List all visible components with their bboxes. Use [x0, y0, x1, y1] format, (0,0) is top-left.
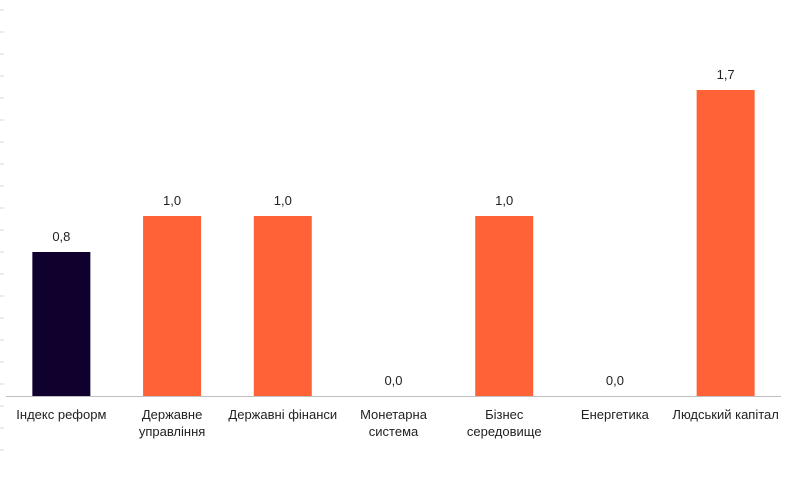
category-label: Державне управління: [139, 407, 205, 439]
value-label: 1,0: [274, 193, 292, 208]
category-label: Індекс реформ: [16, 407, 106, 422]
bar: [696, 90, 755, 396]
value-label: 0,8: [52, 229, 70, 244]
category-label: Енергетика: [581, 407, 650, 422]
bar-series: [32, 90, 755, 396]
value-label: 1,7: [717, 67, 735, 82]
bar: [475, 216, 534, 396]
bar: [32, 252, 91, 396]
bar: [253, 216, 312, 396]
category-label: Людський капітал: [672, 407, 778, 422]
value-label: 0,0: [606, 373, 624, 388]
bar: [143, 216, 202, 396]
value-labels: 0,8 1,0 1,0 0,0 1,0 0,0 1,7: [52, 67, 734, 388]
category-label: Державні фінанси: [228, 407, 337, 422]
value-label: 1,0: [495, 193, 513, 208]
value-label: 1,0: [163, 193, 181, 208]
category-label: Монетарна система: [360, 407, 428, 439]
left-axis-ticks: [0, 9, 4, 451]
value-label: 0,0: [384, 373, 402, 388]
category-label: Бізнес середовище: [467, 407, 542, 439]
category-labels: Індекс реформ Державне управління Державні …: [16, 407, 779, 439]
